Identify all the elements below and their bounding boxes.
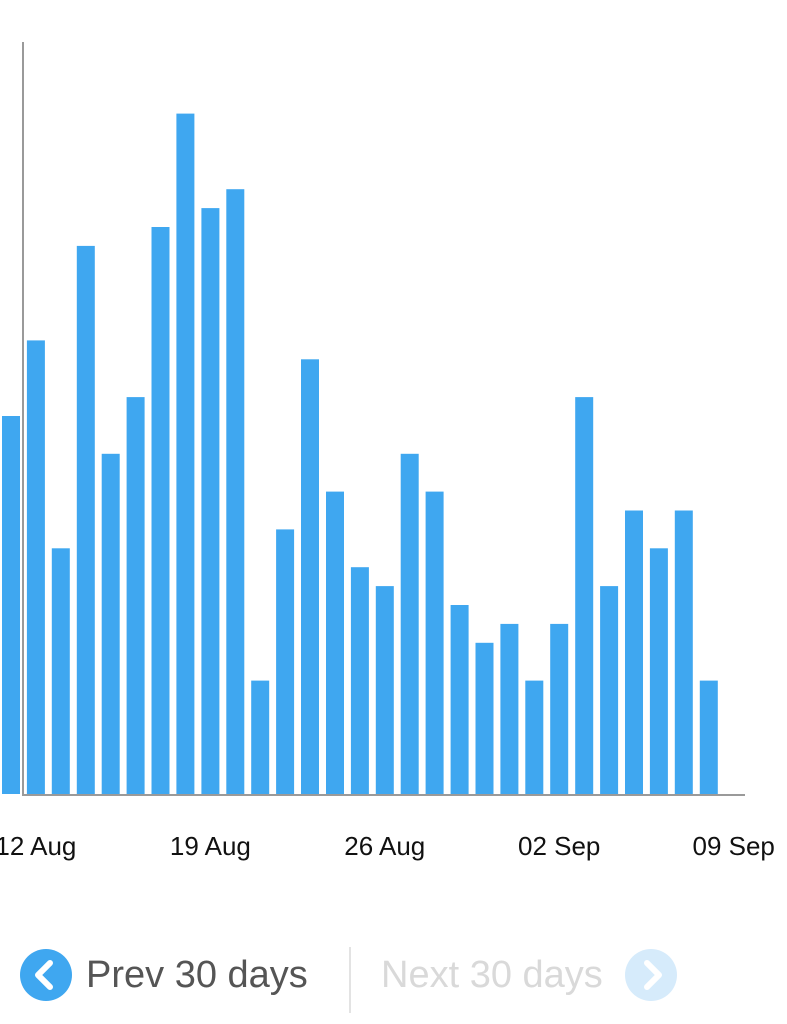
x-tick-label: 12 Aug (0, 831, 76, 861)
bar (575, 397, 594, 794)
bar (400, 453, 419, 794)
bar (550, 623, 569, 794)
next-30-days-label: Next 30 days (381, 954, 603, 996)
bar-chart: 12 Aug 19 Aug 26 Aug 02 Sep 09 Sep (0, 42, 775, 861)
bar (2, 416, 20, 794)
bar (425, 491, 444, 794)
bar (51, 548, 70, 794)
bar (450, 605, 469, 794)
bar (251, 680, 270, 794)
bar (276, 529, 295, 794)
prev-30-days-label: Prev 30 days (86, 954, 308, 996)
bar (301, 359, 319, 794)
pagination-bar: Prev 30 days Next 30 days (0, 935, 787, 1015)
x-tick-label: 02 Sep (518, 831, 600, 861)
bar (226, 189, 245, 794)
chevron-left-circle-icon (20, 949, 72, 1001)
bar-series (2, 113, 718, 795)
bar (350, 567, 369, 794)
bar (525, 680, 544, 794)
bar (600, 586, 619, 794)
x-axis-ticks: 12 Aug 19 Aug 26 Aug 02 Sep 09 Sep (0, 831, 775, 861)
bar (151, 227, 170, 794)
bar (326, 491, 344, 794)
bar (126, 397, 145, 794)
bar (699, 680, 718, 794)
bar (101, 453, 120, 794)
bar (76, 245, 95, 794)
x-tick-label: 09 Sep (692, 831, 774, 861)
bar (176, 113, 195, 795)
bar (475, 642, 494, 794)
bar (500, 623, 519, 794)
bar (26, 340, 45, 794)
bar (625, 510, 643, 794)
chevron-right-circle-icon (624, 949, 677, 1001)
pager-divider (349, 947, 351, 1013)
bar (674, 510, 693, 794)
bar (201, 208, 220, 795)
x-tick-label: 19 Aug (170, 831, 251, 861)
prev-30-days-button[interactable]: Prev 30 days (20, 943, 308, 1007)
bar (375, 586, 394, 794)
x-tick-label: 26 Aug (344, 831, 425, 861)
bar (649, 548, 668, 794)
next-30-days-button[interactable]: Next 30 days (381, 943, 677, 1007)
